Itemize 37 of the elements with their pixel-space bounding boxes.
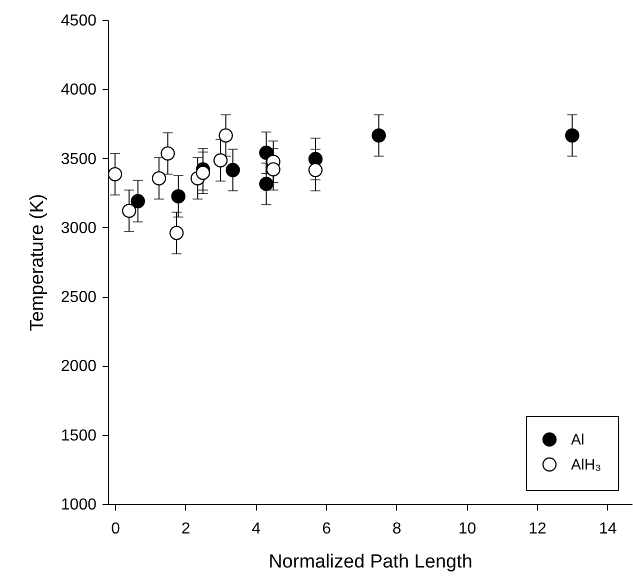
point (130, 194, 146, 208)
point (160, 146, 175, 161)
x-tick-label: 4 (252, 520, 261, 538)
x-axis-title: Normalized Path Length (268, 552, 472, 572)
point (259, 146, 274, 160)
y-tick-label: 1000 (60, 496, 97, 514)
x-tick-label: 10 (458, 520, 476, 538)
point (565, 128, 580, 143)
point (152, 171, 166, 186)
point (108, 167, 122, 182)
point (218, 128, 233, 143)
point (169, 226, 184, 240)
x-tick-label: 12 (528, 520, 547, 538)
point (308, 162, 323, 178)
point (372, 128, 386, 143)
x-tick-label: 0 (111, 520, 120, 538)
point (226, 162, 240, 178)
y-tick-label: 4500 (60, 12, 97, 30)
point (259, 176, 274, 191)
y-tick-label: 2500 (60, 289, 97, 306)
x-tick-label: 14 (598, 520, 617, 538)
point (196, 166, 210, 180)
point (213, 153, 228, 168)
y-tick-label: 3000 (60, 220, 97, 237)
point (266, 162, 280, 176)
x-tick-label: 6 (322, 520, 332, 538)
legend-label: Al (571, 432, 584, 448)
point (171, 189, 186, 204)
y-tick-label: 2000 (60, 358, 97, 376)
y-tick-label: 3500 (60, 150, 97, 168)
point (122, 204, 136, 218)
legend-label: AlH₃ (571, 456, 602, 474)
x-tick-label: 2 (181, 520, 190, 538)
y-axis-title: Temperature (K) (26, 194, 48, 332)
y-tick-label: 4000 (60, 82, 97, 99)
y-tick-label: 1500 (60, 427, 97, 444)
x-tick-label: 8 (392, 520, 402, 538)
